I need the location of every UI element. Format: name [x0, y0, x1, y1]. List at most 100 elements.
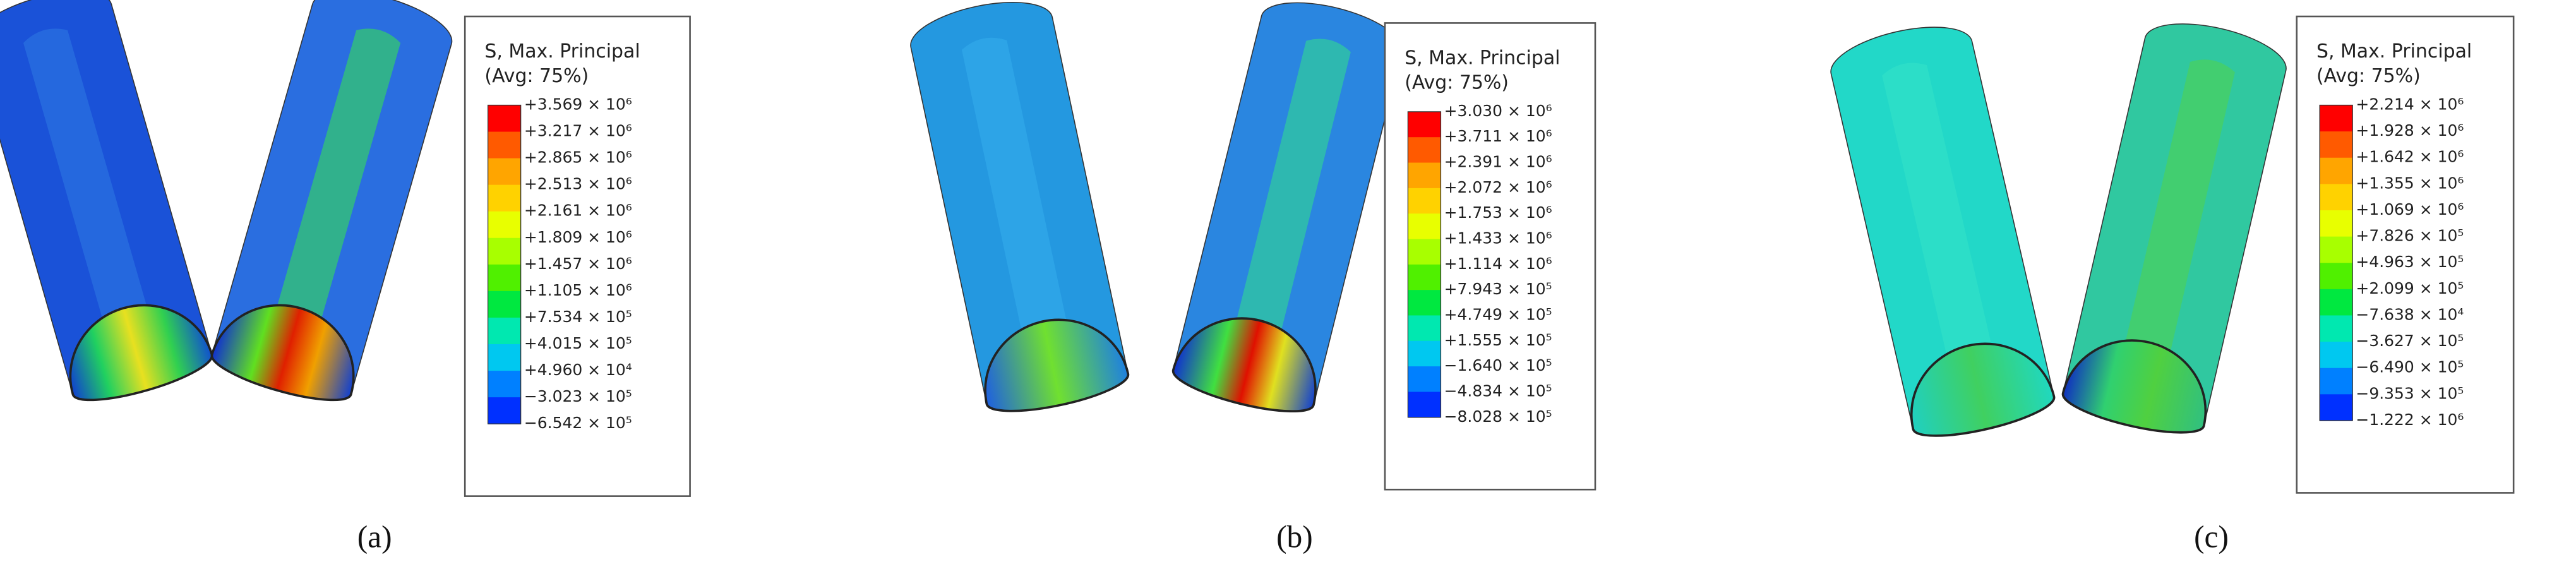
legend-band [488, 344, 521, 371]
stress-stripe [23, 28, 156, 350]
legend-band [1408, 239, 1441, 265]
legend-label: +2.099 × 10⁵ [2356, 279, 2464, 297]
legend-label: +1.642 × 10⁶ [2356, 148, 2464, 166]
legend-label: +1.753 × 10⁶ [1444, 203, 1552, 222]
legend-label: +1.114 × 10⁶ [1444, 255, 1552, 273]
legend-label: −3.023 × 10⁵ [524, 387, 632, 405]
legend-band [2320, 157, 2353, 185]
legend-band [2320, 394, 2353, 421]
legend-band [1408, 162, 1441, 189]
legend-label: +1.105 × 10⁶ [524, 281, 632, 299]
legend-band [1408, 290, 1441, 316]
legend-label: +7.534 × 10⁵ [524, 308, 632, 326]
legend-label: −4.834 × 10⁵ [1444, 381, 1552, 400]
cylinder [1830, 27, 2056, 437]
cut-face [984, 318, 1130, 412]
legend-band [1408, 111, 1441, 138]
cylinder [1171, 2, 1403, 412]
legend-label: −7.638 × 10⁴ [2356, 305, 2464, 323]
legend-subtitle: (Avg: 75%) [2316, 65, 2421, 87]
legend-band [488, 317, 521, 345]
legend-band [2320, 289, 2353, 316]
panel-caption: (c) [2194, 519, 2229, 554]
legend-subtitle: (Avg: 75%) [1405, 71, 1509, 93]
cut-face [1171, 317, 1317, 412]
legend-label: +1.069 × 10⁶ [2356, 200, 2464, 219]
legend-band [1408, 340, 1441, 367]
legend-label: −9.353 × 10⁵ [2356, 384, 2464, 402]
stress-stripe [961, 37, 1074, 362]
legend-label: −1.640 × 10⁵ [1444, 356, 1552, 374]
legend-label: +1.555 × 10⁵ [1444, 331, 1552, 349]
legend-band [488, 397, 521, 424]
legend-title: S, Max. Principal [1405, 47, 1560, 69]
cylinder [210, 0, 453, 402]
cylinder [0, 0, 213, 402]
legend-band [2320, 263, 2353, 290]
panel-caption: (a) [357, 519, 392, 554]
cylinder [910, 2, 1130, 412]
legend-label: +2.391 × 10⁶ [1444, 153, 1552, 171]
legend-label: +1.928 × 10⁶ [2356, 121, 2464, 140]
legend-label: +4.749 × 10⁵ [1444, 305, 1552, 323]
legend-band [2320, 131, 2353, 159]
legend-label: −6.490 × 10⁵ [2356, 358, 2464, 376]
legend-band [1408, 188, 1441, 214]
legend-title: S, Max. Principal [484, 40, 640, 63]
cut-face [210, 304, 355, 402]
legend-band [488, 105, 521, 133]
stress-stripe [268, 28, 401, 350]
legend-band [488, 184, 521, 212]
legend-bar-frame [2319, 104, 2353, 421]
legend-band [488, 211, 521, 239]
legend-band [488, 158, 521, 186]
legend-label: +1.433 × 10⁶ [1444, 229, 1552, 248]
legend-label: −3.627 × 10⁵ [2356, 332, 2464, 350]
legend-band [2320, 368, 2353, 395]
legend-band [1408, 264, 1441, 290]
legend-band [488, 290, 521, 318]
legend-label: +3.711 × 10⁶ [1444, 127, 1552, 145]
cut-face [1910, 342, 2056, 437]
legend-band [2320, 210, 2353, 237]
legend-label: −8.028 × 10⁵ [1444, 407, 1552, 426]
legend-title: S, Max. Principal [2316, 40, 2472, 63]
legend-label: +2.161 × 10⁶ [524, 201, 632, 220]
legend-label: +3.030 × 10⁶ [1444, 102, 1552, 120]
legend-label: +2.513 × 10⁶ [524, 175, 632, 193]
legend-band [488, 237, 521, 265]
legend-label: +7.943 × 10⁵ [1444, 280, 1552, 298]
legend-band [2320, 105, 2353, 132]
panel-caption: (b) [1276, 519, 1313, 554]
cut-face [2061, 339, 2207, 434]
legend-band [2320, 342, 2353, 369]
legend-label: +1.809 × 10⁶ [524, 228, 632, 246]
legend-band [488, 131, 521, 159]
legend-label: +3.569 × 10⁶ [524, 95, 632, 113]
legend-label: +4.015 × 10⁵ [524, 334, 632, 352]
legend-band [2320, 315, 2353, 342]
legend-label: +3.217 × 10⁶ [524, 122, 632, 140]
legend-label: +2.865 × 10⁶ [524, 148, 632, 167]
legend-bar-frame [487, 104, 522, 424]
legend-band [1408, 366, 1441, 393]
legend-band [1408, 315, 1441, 342]
legend-band [488, 371, 521, 398]
stress-stripe [2118, 59, 2235, 383]
legend-label: +2.214 × 10⁶ [2356, 95, 2464, 113]
stress-stripe [1229, 39, 1351, 362]
cylinder [2061, 23, 2287, 434]
legend-band [488, 264, 521, 292]
legend-band [1408, 392, 1441, 418]
stress-stripe [1882, 63, 1999, 386]
legend-bar-frame [1407, 111, 1442, 418]
legend-band [1408, 213, 1441, 240]
legend-label: +7.826 × 10⁵ [2356, 227, 2464, 245]
legend-label: +4.963 × 10⁵ [2356, 253, 2464, 271]
legend-label: −1.222 × 10⁶ [2356, 410, 2464, 429]
legend-label: +2.072 × 10⁶ [1444, 178, 1552, 196]
legend-label: +1.355 × 10⁶ [2356, 174, 2464, 192]
legend-label: +1.457 × 10⁶ [524, 255, 632, 273]
legend-band [2320, 184, 2353, 211]
